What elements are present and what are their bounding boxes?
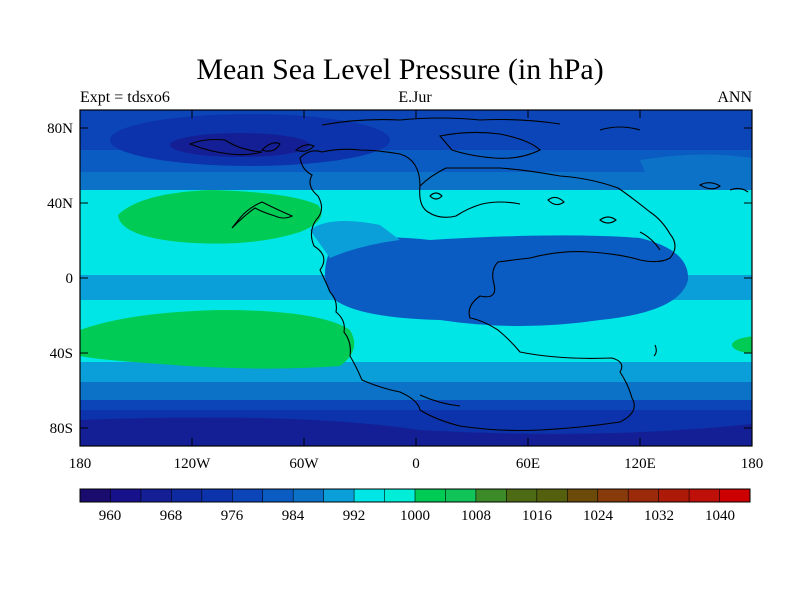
colorbar-label: 1008	[461, 508, 491, 524]
pangaea-coast	[299, 148, 676, 432]
colorbar-swatch	[80, 489, 111, 502]
far-east-coast	[729, 187, 749, 193]
lon-label: 180	[69, 456, 92, 472]
season-label: ANN	[717, 89, 752, 106]
colorbar-label: 976	[221, 508, 244, 524]
colorbar-swatch	[567, 489, 599, 502]
lat-label: 40N	[47, 196, 73, 212]
antarctic-inner-coast	[419, 394, 461, 407]
lat-label: 80S	[50, 421, 73, 437]
colorbar-swatch	[445, 489, 477, 502]
east-north-band	[640, 154, 752, 190]
lon-label: 180	[741, 456, 764, 472]
arctic-island-2	[260, 142, 281, 152]
northeast-coast	[599, 126, 641, 131]
experiment-label: Expt = tdsxo6	[80, 89, 170, 106]
continental-low	[325, 235, 689, 326]
tethys-island-2	[547, 196, 565, 206]
colorbar	[79, 488, 751, 503]
colorbar-swatch	[110, 489, 142, 502]
tethys-island-3	[599, 216, 617, 224]
chart-title: Mean Sea Level Pressure (in hPa)	[196, 53, 604, 86]
lon-axis: 180 120W 60W 0 60E 120E 180	[69, 456, 764, 472]
colorbar-label: 1040	[705, 508, 735, 524]
colorbar-swatch	[628, 489, 659, 502]
lat-axis: 80N 40N 0 40S 80S	[47, 121, 73, 437]
period-label: E.Jur	[398, 89, 432, 106]
colorbar-swatch	[536, 489, 568, 502]
colorbar-label: 992	[343, 508, 366, 524]
lon-label: 60E	[516, 456, 540, 472]
colorbar-swatch	[323, 489, 355, 502]
colorbar-swatch	[201, 489, 233, 502]
band-south-mid2	[80, 382, 752, 404]
tethys-island-1	[429, 192, 443, 200]
tethys-coast	[419, 185, 521, 218]
colorbar-swatch	[719, 489, 751, 502]
arctic-island-1	[188, 138, 263, 156]
south-subtropical-high	[80, 310, 355, 369]
colorbar-label: 1032	[644, 508, 674, 524]
colorbar-swatch	[415, 489, 446, 502]
colorbar-labels: 960 968 976 984 992 1000 1008 1016 1024 …	[99, 508, 735, 524]
colorbar-swatch	[262, 489, 294, 502]
continental-low-edge	[310, 221, 400, 258]
north-subtropical-high	[118, 190, 322, 244]
colorbar-swatch	[658, 489, 690, 502]
colorbar-swatch	[597, 489, 629, 502]
colorbar-swatch	[354, 489, 385, 502]
lat-label: 80N	[47, 121, 73, 137]
colorbar-label: 1024	[583, 508, 614, 524]
colorbar-swatch	[689, 489, 720, 502]
lon-label: 60W	[289, 456, 319, 472]
lat-label: 40S	[50, 346, 73, 362]
arctic-coast	[321, 117, 561, 126]
north-polar-low-core	[170, 133, 310, 157]
colorbar-label: 984	[282, 508, 305, 524]
north-island	[231, 201, 294, 229]
east-island	[698, 182, 721, 190]
arctic-island-3	[294, 144, 315, 152]
east-peninsula	[639, 231, 661, 251]
north-landmass	[438, 131, 541, 159]
east-subtropical-high	[685, 200, 752, 260]
colorbar-label: 1016	[522, 508, 553, 524]
colorbar-swatch	[475, 489, 507, 502]
colorbar-swatch	[384, 489, 416, 502]
coastlines	[188, 117, 749, 432]
lon-label: 0	[412, 456, 420, 472]
colorbar-swatch	[293, 489, 324, 502]
south-island	[653, 344, 657, 357]
lon-label: 120E	[624, 456, 656, 472]
colorbar-label: 1000	[400, 508, 430, 524]
colorbar-swatch	[232, 489, 264, 502]
band-north-mid	[80, 172, 752, 194]
pressure-field	[80, 110, 752, 446]
colorbar-swatch	[140, 489, 172, 502]
lon-label: 120W	[174, 456, 212, 472]
colorbar-swatch	[171, 489, 203, 502]
east-south-high	[732, 336, 752, 354]
axis-ticks	[79, 110, 753, 446]
lat-label: 0	[66, 271, 74, 287]
colorbar-label: 968	[160, 508, 183, 524]
band-south-deep	[80, 417, 752, 446]
colorbar-label: 960	[99, 508, 122, 524]
colorbar-swatch	[506, 489, 538, 502]
